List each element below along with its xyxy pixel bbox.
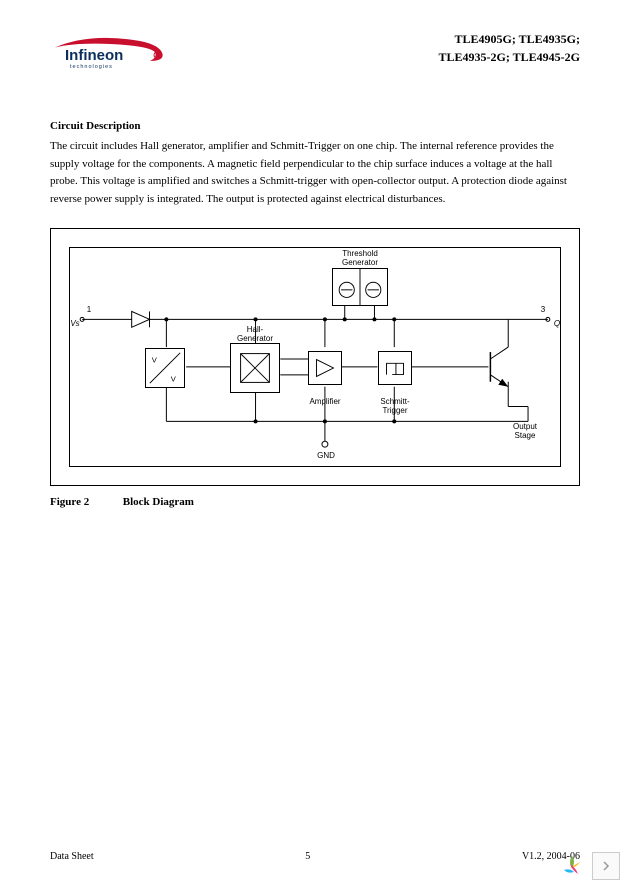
q-label: Q [552, 320, 562, 329]
output-stage-label: OutputStage [502, 423, 548, 441]
threshold-label: ThresholdGenerator [328, 250, 392, 268]
threshold-generator-block [332, 268, 388, 306]
page-footer: Data Sheet 5 V1.2, 2004-06 [50, 851, 580, 862]
figure-caption: Figure 2 Block Diagram [50, 496, 580, 508]
part-numbers: TLE4905G; TLE4935G; TLE4935-2G; TLE4945-… [439, 30, 580, 66]
hall-label: Hall-Generator [228, 326, 282, 344]
footer-left: Data Sheet [50, 851, 94, 862]
svg-text:V: V [152, 356, 158, 365]
section-body: The circuit includes Hall generator, amp… [50, 138, 580, 208]
page-header: Infineon technologies TLE4905G; TLE4935G… [50, 30, 580, 80]
regulator-block: V V [145, 348, 185, 388]
block-diagram-frame: ThresholdGenerator V V Hall-Generator [50, 228, 580, 486]
section-title: Circuit Description [50, 120, 580, 132]
logo-brand-text: Infineon [65, 47, 123, 64]
viewer-logo-icon [556, 850, 588, 882]
infineon-logo: Infineon technologies [50, 30, 170, 80]
schmitt-trigger-block [378, 351, 412, 385]
part-line-1: TLE4905G; TLE4935G; [439, 30, 580, 48]
viewer-controls [556, 850, 620, 882]
pin3-label: 3 [538, 306, 548, 315]
part-line-2: TLE4935-2G; TLE4945-2G [439, 48, 580, 66]
svg-text:V: V [171, 375, 177, 384]
logo-tagline-text: technologies [70, 64, 113, 70]
schmitt-label: Schmitt-Trigger [372, 398, 418, 416]
amplifier-block [308, 351, 342, 385]
gnd-label: GND [314, 452, 338, 461]
viewer-next-button[interactable] [592, 852, 620, 880]
figure-number: Figure 2 [50, 496, 120, 508]
amplifier-label: Amplifier [302, 398, 348, 407]
footer-page-number: 5 [305, 851, 310, 862]
block-diagram: ThresholdGenerator V V Hall-Generator [69, 247, 561, 467]
pin1-label: 1 [84, 306, 94, 315]
hall-generator-block [230, 343, 280, 393]
figure-title: Block Diagram [123, 496, 194, 508]
vs-label: Vs [70, 320, 80, 329]
